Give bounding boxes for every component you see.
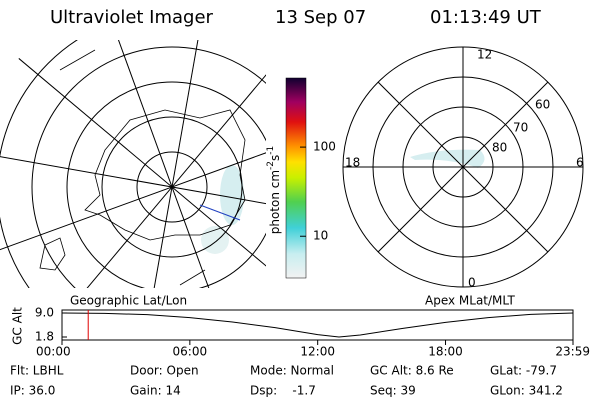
time: 01:13:49 UT bbox=[430, 7, 542, 28]
colorbar-tick-label: 10 bbox=[313, 229, 328, 243]
status-field: Door: Open bbox=[130, 364, 199, 378]
colorbar-tick-label: 100 bbox=[313, 140, 336, 154]
mlt-label: 0 bbox=[468, 276, 476, 290]
instrument: Ultraviolet Imager bbox=[50, 7, 214, 28]
meridian bbox=[153, 40, 199, 288]
y-tick-label: 1.8 bbox=[35, 330, 54, 344]
status-field: Gain: 14 bbox=[130, 384, 181, 398]
mlt-label: 12 bbox=[477, 48, 492, 62]
mlt-label: 6 bbox=[576, 156, 584, 170]
status-field: Flt: LBHL bbox=[10, 364, 64, 378]
lat-circle bbox=[101, 116, 243, 258]
date: 13 Sep 07 bbox=[275, 7, 366, 28]
mlt-line bbox=[377, 81, 549, 253]
status-field: IP: 36.0 bbox=[10, 384, 55, 398]
lat-circle bbox=[66, 81, 266, 288]
x-tick-label: 00:00 bbox=[36, 345, 71, 359]
track bbox=[199, 204, 241, 221]
y-tick-label: 9.0 bbox=[35, 306, 54, 320]
meridian bbox=[0, 152, 266, 251]
geographic-map bbox=[0, 40, 266, 288]
x-tick-label: 06:00 bbox=[173, 345, 208, 359]
altitude-line bbox=[61, 312, 574, 338]
x-tick-label: 12:00 bbox=[300, 345, 335, 359]
left-label: Geographic Lat/Lon bbox=[70, 294, 187, 308]
lat-circle bbox=[31, 46, 266, 288]
colorbar bbox=[285, 77, 307, 279]
status-field: Seq: 39 bbox=[370, 384, 416, 398]
y-axis-label: GC Alt bbox=[11, 307, 25, 345]
right-label: Apex MLat/MLT bbox=[425, 294, 515, 308]
magnetic-polar-grid bbox=[342, 46, 584, 288]
status-field: GLat: -79.7 bbox=[490, 364, 557, 378]
status-field: GLon: 341.2 bbox=[490, 384, 563, 398]
colorbar-label: photon cm-2s-1 bbox=[266, 146, 282, 235]
lat-circle bbox=[136, 151, 208, 223]
mlat-label: 70 bbox=[513, 121, 528, 135]
x-tick-label: 18:00 bbox=[428, 345, 463, 359]
mlt-label: 18 bbox=[345, 156, 360, 170]
mlat-label: 80 bbox=[492, 141, 507, 155]
status-field: Dsp: -1.7 bbox=[250, 384, 316, 398]
mlat-label: 60 bbox=[535, 98, 550, 112]
x-tick-label: 23:59 bbox=[555, 345, 590, 359]
status-field: GC Alt: 8.6 Re bbox=[370, 364, 454, 378]
meridian bbox=[0, 156, 266, 205]
status-field: Mode: Normal bbox=[250, 364, 334, 378]
